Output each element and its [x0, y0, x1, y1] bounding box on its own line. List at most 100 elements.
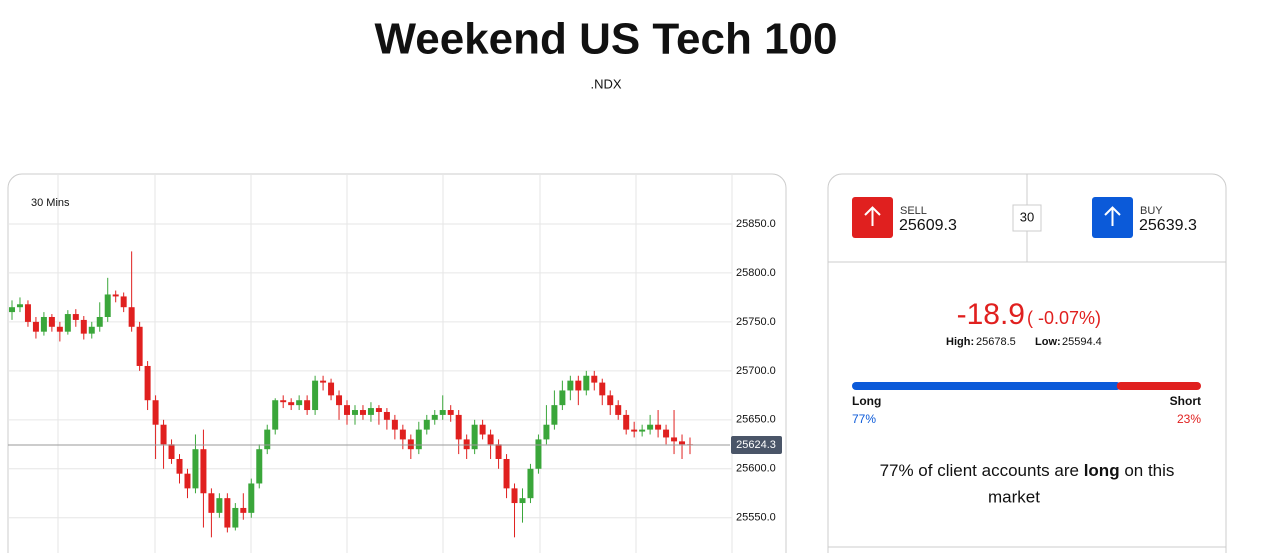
- buy-label: BUY: [1140, 205, 1163, 217]
- candle-body: [32, 321, 39, 332]
- candle-body: [487, 434, 494, 445]
- candle-body: [208, 493, 215, 513]
- candle-body: [240, 507, 247, 513]
- candle-body: [168, 444, 175, 459]
- candle-body: [232, 507, 239, 528]
- candle-body: [647, 424, 654, 430]
- candle-body: [671, 437, 678, 442]
- sell-button[interactable]: SELL 25609.3: [852, 197, 957, 238]
- spread-box: [1012, 204, 1042, 232]
- candle-body: [663, 429, 670, 438]
- candle-body: [583, 375, 590, 391]
- y-tick-label: 25600.0: [736, 463, 776, 475]
- buy-price: 25639.3: [1139, 217, 1197, 234]
- last-price-box: [731, 435, 782, 454]
- candle-body: [599, 382, 606, 396]
- interval: 30 Mins: [31, 197, 70, 209]
- candle-body: [463, 439, 470, 450]
- candle-body: [567, 380, 574, 391]
- long-bar: [852, 382, 1121, 390]
- candle-body: [48, 316, 55, 327]
- candle-body: [344, 405, 351, 415]
- candle-body: [224, 498, 231, 528]
- candle-body: [527, 468, 534, 499]
- y-tick-label: 25850.0: [736, 218, 776, 230]
- y-tick-label: 25650.0: [736, 414, 776, 426]
- candle-body: [679, 441, 686, 445]
- y-tick-label: 25800.0: [736, 267, 776, 279]
- candle-body: [160, 424, 167, 445]
- y-tick-label: 25750.0: [736, 316, 776, 328]
- candle-body: [519, 498, 526, 504]
- candle-body: [9, 307, 15, 313]
- candle-body: [391, 419, 398, 430]
- y-tick-label: 25700.0: [736, 365, 776, 377]
- last-price: 25624.3: [736, 439, 776, 451]
- candle-body: [431, 414, 438, 420]
- candle-body: [407, 439, 414, 450]
- candle-body: [383, 411, 390, 420]
- candle-body: [359, 410, 366, 415]
- sell-label: SELL: [900, 205, 927, 217]
- candle-body: [88, 326, 95, 334]
- buy-button[interactable]: BUY 25639.3: [1092, 197, 1197, 238]
- candle-body: [415, 429, 422, 450]
- long-label: Long: [852, 394, 881, 408]
- candle-body: [320, 380, 327, 383]
- arrow: [864, 206, 881, 226]
- candle-body: [551, 405, 558, 425]
- text: on this: [1124, 461, 1174, 480]
- candle-body: [40, 316, 47, 332]
- candle-body: [336, 395, 343, 406]
- candle-body: [80, 319, 87, 334]
- sentiment-text: market: [988, 487, 1040, 506]
- candle-body: [216, 498, 223, 513]
- candle-body: [447, 410, 454, 415]
- candle-body: [607, 395, 614, 406]
- candle-body: [264, 429, 271, 450]
- candle-body: [623, 414, 630, 430]
- symbol: .NDX: [590, 76, 621, 91]
- candle-body: [615, 405, 622, 415]
- candle-body: [104, 294, 111, 317]
- change: -18.9: [957, 298, 1025, 331]
- candle-body: [144, 365, 151, 401]
- candle-body: [288, 402, 295, 406]
- candle-body: [256, 449, 263, 484]
- candle-body: [272, 400, 279, 430]
- candle-body: [120, 296, 127, 308]
- candle-body: [655, 424, 662, 430]
- short-pct: 23%: [1177, 412, 1201, 426]
- candle-body: [511, 488, 518, 504]
- text: 77% of client accounts are: [880, 461, 1079, 480]
- candle-body: [328, 382, 335, 396]
- candle-body: [176, 458, 183, 474]
- short-label: Short: [1170, 394, 1201, 408]
- low-label: Low:: [1035, 336, 1061, 348]
- candle-body: [152, 400, 159, 425]
- text: long: [1084, 461, 1120, 480]
- candle-body: [479, 424, 486, 435]
- arrow: [1104, 206, 1121, 226]
- candle-body: [112, 294, 119, 297]
- candle-body: [16, 304, 23, 308]
- short-bar: [1116, 382, 1201, 390]
- candle-body: [200, 449, 207, 494]
- title: Weekend US Tech 100: [374, 15, 837, 64]
- high: 25678.5: [976, 336, 1016, 348]
- candle-body: [136, 326, 143, 366]
- candle-body: [192, 449, 199, 489]
- candle-body: [503, 458, 510, 489]
- candle-body: [375, 408, 382, 412]
- candle-body: [559, 390, 566, 406]
- candle-body: [367, 408, 374, 415]
- candle-body: [304, 400, 311, 411]
- candle-body: [639, 429, 646, 432]
- sentiment-text: 77% of client accounts are long on this: [880, 461, 1175, 480]
- candle-body: [495, 444, 502, 459]
- candle-body: [535, 439, 542, 469]
- sell-price: 25609.3: [899, 217, 957, 234]
- candle-body: [248, 483, 255, 513]
- candle-body: [455, 414, 462, 440]
